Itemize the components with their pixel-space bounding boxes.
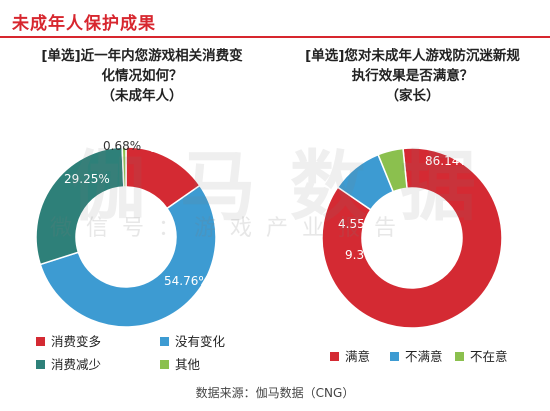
donut-left-data-label: 54.76%: [164, 274, 210, 288]
donut-left-data-label: 15.31%: [150, 141, 196, 155]
legend-swatch: [455, 352, 464, 361]
legend-label: 满意: [345, 349, 371, 364]
donut-right-slice-0: [321, 147, 503, 329]
legend-label: 没有变化: [175, 334, 226, 349]
donut-left-slice-3: [121, 146, 127, 188]
chart-title-right-line-3: （家长）: [385, 88, 440, 104]
legend-item: 消费减少: [36, 354, 101, 373]
legend-swatch: [330, 352, 339, 361]
chart-title-left-line-1: [单选]近一年内您游戏相关消费变: [41, 48, 243, 64]
donut-left-slice-1: [39, 184, 217, 328]
legend-item: 不在意: [455, 346, 508, 365]
legend-item: 满意: [330, 346, 370, 365]
donut-right-slice-2: [377, 147, 408, 193]
donut-left-data-label: 0.68%: [103, 139, 141, 153]
legend-swatch: [160, 337, 169, 346]
header-divider: [0, 36, 550, 38]
legend-swatch: [160, 360, 169, 369]
legend-item: 没有变化: [160, 331, 225, 350]
watermark-text: 微信号：游戏产业报告: [50, 216, 411, 241]
legend-swatch: [36, 360, 45, 369]
chart-title-left: [单选]近一年内您游戏相关消费变 化情况如何？ （未成年人）: [22, 46, 262, 106]
header: 未成年人保护成果: [0, 0, 550, 38]
donut-left-data-label: 29.25%: [64, 172, 110, 186]
legend-swatch: [36, 337, 45, 346]
legend-item: 消费变多: [36, 331, 101, 350]
watermark-logo-text: 伽马数据: [70, 142, 510, 231]
legend-label: 消费变多: [51, 334, 102, 349]
legend-label: 不在意: [470, 349, 508, 364]
donut-right-data-label: 86.14%: [425, 154, 471, 168]
chart-title-right-line-1: [单选]您对未成年人游戏防沉迷新规: [305, 48, 520, 64]
chart-title-right-line-2: 执行效果是否满意？: [351, 68, 474, 84]
donut-left-slice-2: [35, 146, 125, 266]
chart-title-left-line-2: 化情况如何？: [101, 68, 183, 84]
legend-label: 其他: [175, 357, 201, 372]
legend-label: 不满意: [405, 349, 443, 364]
legend-swatch: [390, 352, 399, 361]
legend-item: 不满意: [390, 346, 443, 365]
legend-label: 消费减少: [51, 357, 102, 372]
page-title: 未成年人保护成果: [12, 14, 156, 34]
chart-title-left-line-3: （未成年人）: [101, 88, 183, 104]
donut-right-data-label: 4.55%: [338, 217, 376, 231]
source-note: 数据来源：伽马数据（CNG）: [195, 386, 355, 400]
donut-right-data-label: 9.31%: [345, 248, 383, 262]
chart-title-right: [单选]您对未成年人游戏防沉迷新规 执行效果是否满意？ （家长）: [290, 46, 535, 106]
legend-item: 其他: [160, 354, 200, 373]
